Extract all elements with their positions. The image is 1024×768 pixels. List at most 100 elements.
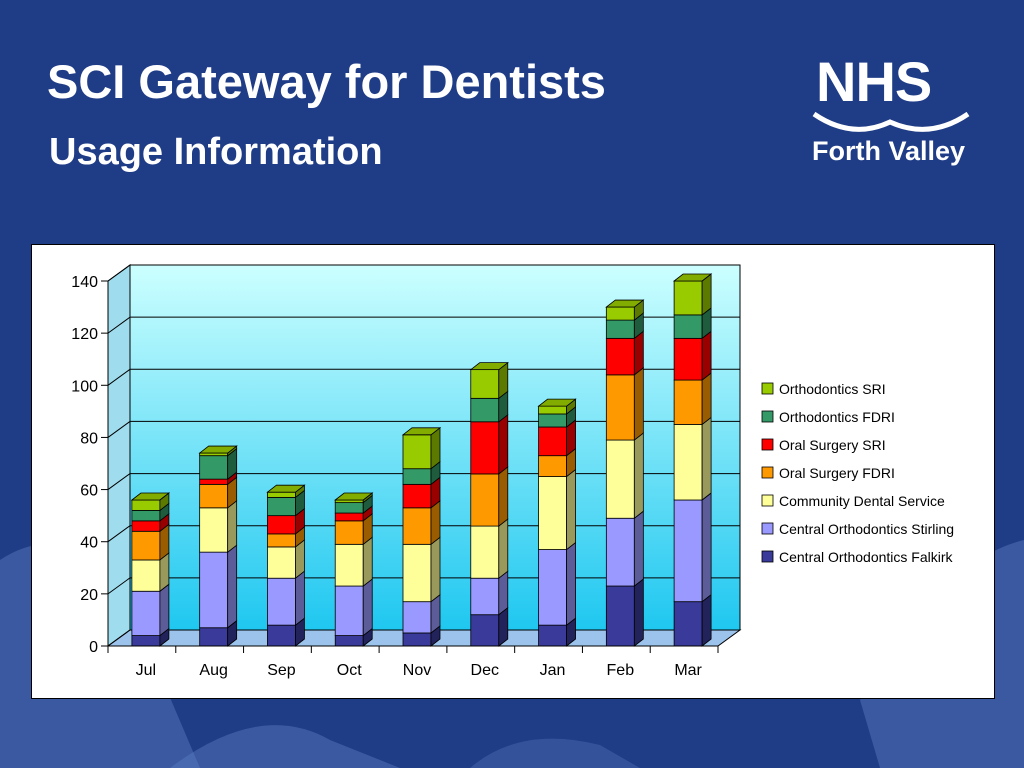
bar-segment xyxy=(538,447,576,478)
bar-segment-front xyxy=(538,476,567,550)
bar-segment xyxy=(605,367,644,441)
slide-subtitle: Usage Information xyxy=(49,131,383,173)
x-tick-label: Aug xyxy=(199,662,227,679)
legend-label: Orthodontics SRI xyxy=(779,381,886,397)
gridline xyxy=(107,577,740,595)
bar-segment xyxy=(199,447,238,480)
bar-segment xyxy=(402,476,441,509)
nhs-forth-valley-logo: NHS Forth Valley xyxy=(808,52,978,174)
legend-entry: Orthodontics FDRI xyxy=(761,409,895,425)
bar-segment-front xyxy=(334,543,364,587)
legend-label: Oral Surgery FDRI xyxy=(779,465,895,481)
bar-segment xyxy=(470,518,509,580)
bar-segment-front xyxy=(402,434,432,470)
bar-segment-front xyxy=(131,530,161,561)
bar-segment-front xyxy=(538,413,567,428)
bar-segment-side xyxy=(701,492,712,603)
bar-segment-front xyxy=(131,499,161,511)
bar-segment-side xyxy=(362,536,373,587)
bar-segment xyxy=(470,570,509,616)
bar-segment-side xyxy=(498,570,509,616)
bar-segment-side xyxy=(498,466,509,527)
bar-segment-front xyxy=(470,577,500,616)
bar-segment-side xyxy=(227,500,238,553)
bar-segment-side xyxy=(701,593,712,647)
bar-segment-side xyxy=(633,510,644,587)
bar-segment-front xyxy=(673,379,703,425)
bar-segment-front xyxy=(199,455,229,480)
bar-segment-side xyxy=(227,544,238,629)
bar-segment-front xyxy=(538,455,567,477)
bar-segment-side xyxy=(498,413,509,475)
bar-segment xyxy=(199,619,238,647)
gridline xyxy=(107,473,740,490)
legend-entry: Community Dental Service xyxy=(761,493,945,509)
bar-segment xyxy=(673,372,712,426)
bar-segment xyxy=(267,489,305,517)
bar-segment-front xyxy=(470,473,500,527)
bar-segment-side xyxy=(362,578,373,637)
gridline xyxy=(107,368,740,386)
bar-segment xyxy=(131,502,170,522)
y-tick-label: 40 xyxy=(80,535,98,552)
bar-segment xyxy=(198,445,238,457)
bar-segment-front xyxy=(605,439,635,519)
bar-segment-front xyxy=(470,525,500,579)
bar-segment-side xyxy=(430,536,441,603)
legend-swatch xyxy=(761,494,774,507)
bar-segment xyxy=(402,593,441,634)
bar-segment-front xyxy=(538,426,567,457)
bar-segment xyxy=(672,273,713,316)
bar-segment xyxy=(131,583,170,637)
bar-segment-front xyxy=(199,507,229,553)
bar-segment xyxy=(266,484,306,499)
chart-panel: Jul Aug Sep Oct Nov Dec Jan Feb Mar 0 20 40 60 80 100 1… xyxy=(31,244,995,699)
bar-segment-side xyxy=(633,330,644,376)
gridline xyxy=(107,264,740,282)
bar-segment-front xyxy=(605,374,635,441)
bar-segment-side xyxy=(566,468,576,551)
bar-segment-front xyxy=(267,624,296,647)
bar-segment-front xyxy=(673,499,703,603)
bar-segment xyxy=(130,492,171,512)
bar-top xyxy=(537,398,577,407)
slide-title: SCI Gateway for Dentists xyxy=(47,55,606,108)
chart-side-wall xyxy=(107,264,131,647)
stacked-bar-chart: Jul Aug Sep Oct Nov Dec Jan Feb Mar 0 20 40 60 80 100 1… xyxy=(71,264,954,679)
legend-swatch xyxy=(761,382,774,395)
bar-segment-front xyxy=(538,405,567,415)
legend-entry: Oral Surgery SRI xyxy=(761,437,886,453)
bar-segment xyxy=(673,416,712,501)
bar-segment-side xyxy=(498,518,509,580)
bar-segment-front xyxy=(402,507,432,545)
bar-segment xyxy=(605,299,645,321)
bar-segment xyxy=(131,513,170,533)
bar-segment-front xyxy=(199,551,229,629)
legend-label: Central Orthodontics Falkirk xyxy=(779,549,954,565)
bar-segment xyxy=(605,432,644,520)
x-tick-label: Feb xyxy=(607,662,635,679)
bar-segment xyxy=(401,427,442,470)
bar-segment-front xyxy=(673,423,703,501)
bar-segment-front xyxy=(470,397,500,423)
legend-label: Central Orthodontics Stirling xyxy=(779,521,954,537)
bar-segment-front xyxy=(673,280,703,316)
bar-segment-front xyxy=(605,337,635,376)
bar-segment-front xyxy=(267,491,296,498)
bar-segment xyxy=(470,413,509,475)
bar-segment xyxy=(334,513,373,546)
legend-entry: Orthodontics SRI xyxy=(761,381,886,397)
bar-segment-front xyxy=(199,627,229,647)
legend-entry: Oral Surgery FDRI xyxy=(761,465,895,481)
x-tick-label: Jan xyxy=(540,662,566,679)
bar-segment-front xyxy=(334,585,364,636)
gridline xyxy=(107,316,740,334)
bar-segment-side xyxy=(159,583,170,637)
bar-segment xyxy=(470,466,509,527)
bar-top xyxy=(469,362,509,371)
bar-segment-front xyxy=(334,635,364,647)
legend-swatch xyxy=(761,466,774,479)
bar-segment-front xyxy=(470,369,500,399)
bar-segment-front xyxy=(538,624,567,647)
bar-segment-front xyxy=(673,314,703,339)
